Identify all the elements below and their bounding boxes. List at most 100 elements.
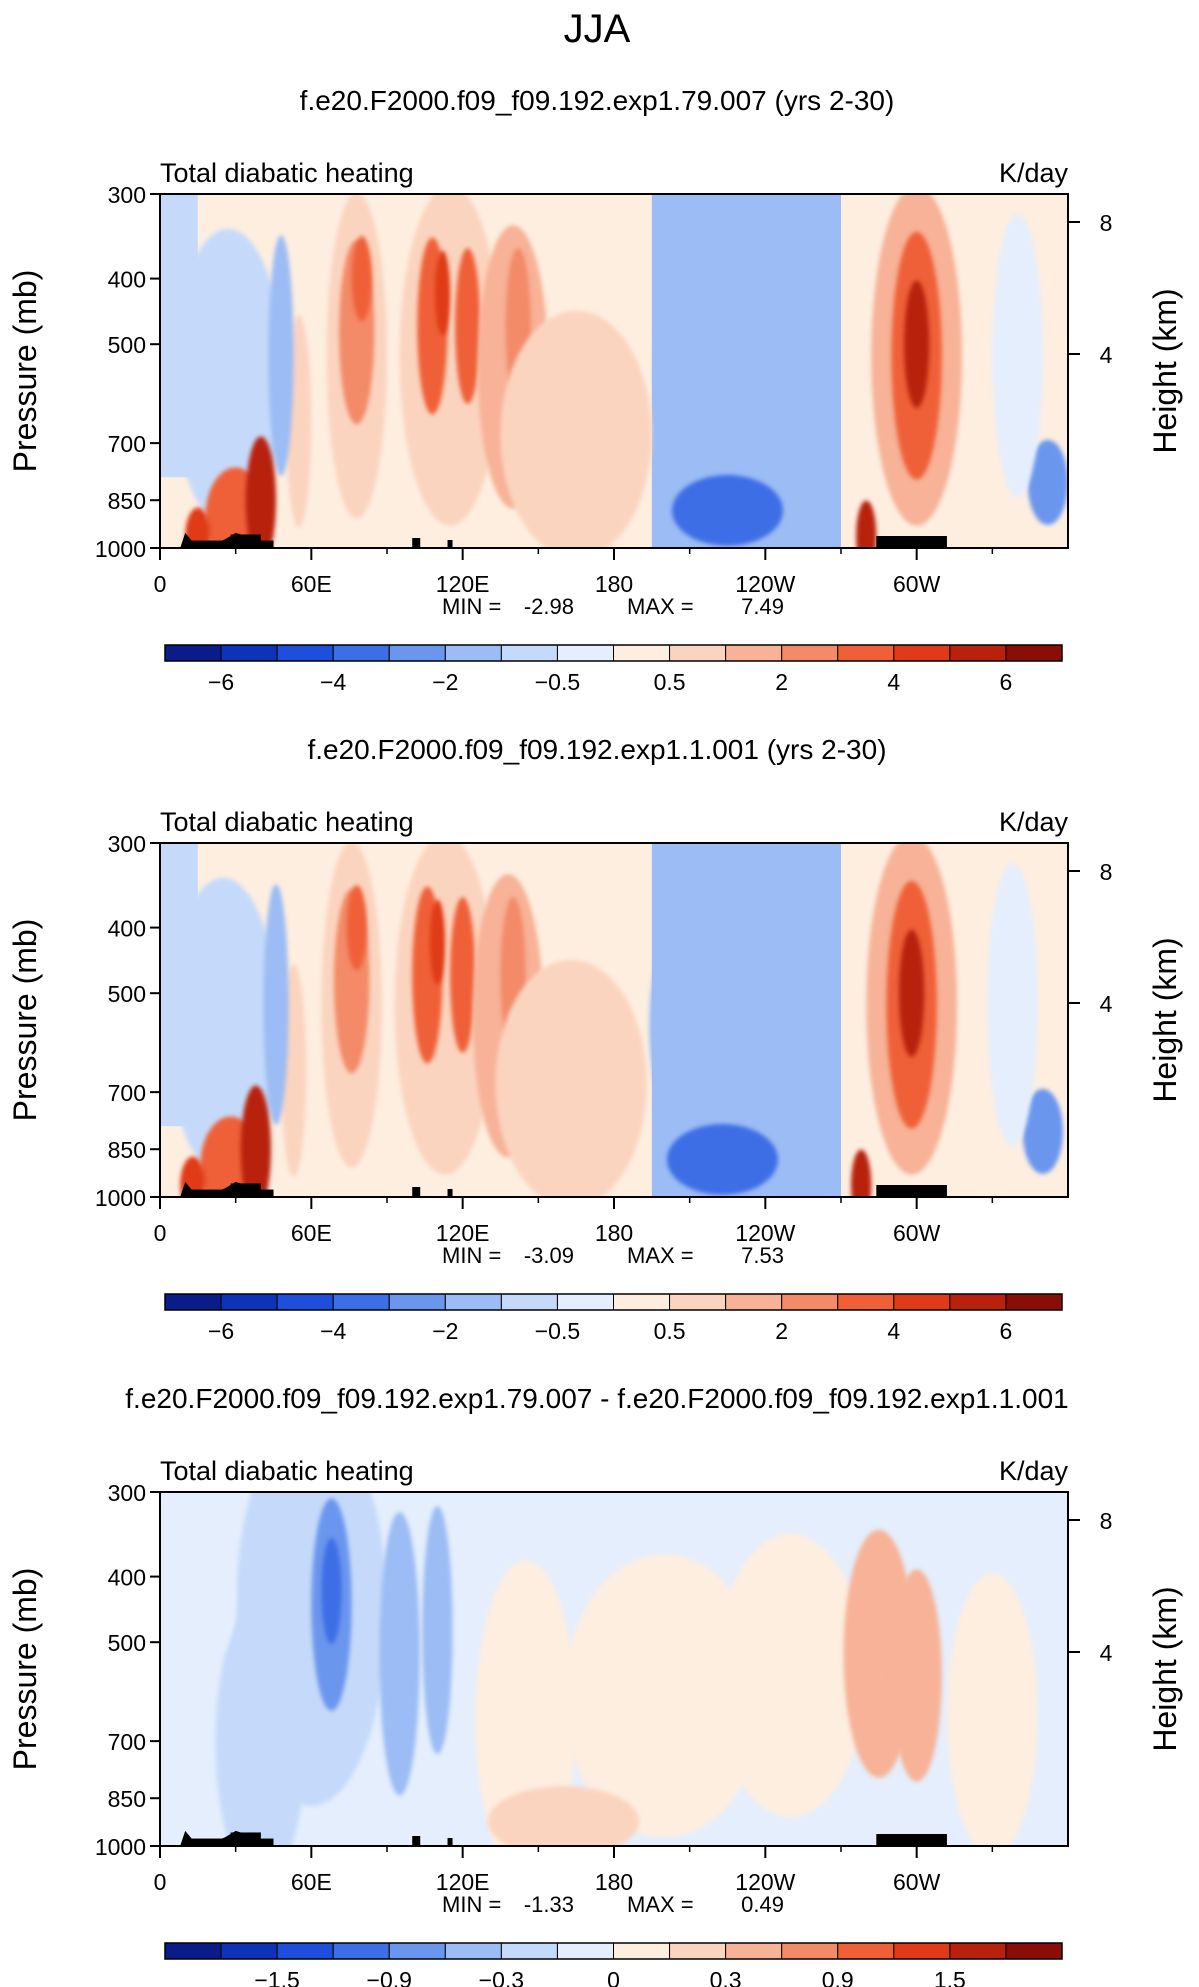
y-tick-label: 300 xyxy=(108,182,146,208)
x-tick-label: 0 xyxy=(154,571,167,597)
colorbar-swatch xyxy=(613,1293,671,1311)
colorbar-swatch xyxy=(669,644,727,662)
field-contour xyxy=(672,475,783,546)
min-label: MIN = xyxy=(442,1243,501,1268)
colorbar-tick-label: −0.5 xyxy=(535,669,580,695)
y-tick-label: 850 xyxy=(108,1786,146,1812)
colorbar-swatch xyxy=(613,1942,671,1960)
colorbar-swatch xyxy=(276,644,334,662)
y-tick-label: 500 xyxy=(108,1630,146,1656)
colorbar-tick-label: 0 xyxy=(607,1967,620,1987)
colorbar-tick-label: 4 xyxy=(887,1318,900,1344)
panel-1: f.e20.F2000.f09_f09.192.exp1.79.007 (yrs… xyxy=(7,85,1183,695)
field-contour xyxy=(185,1520,236,1662)
colorbar-tick-label: −4 xyxy=(320,1318,346,1344)
x-tick-label: 60W xyxy=(893,571,941,597)
field-contour xyxy=(987,863,1038,1147)
colorbar-swatch xyxy=(220,1942,278,1960)
colorbar-swatch xyxy=(1005,1293,1063,1311)
x-tick-label: 60W xyxy=(893,1220,941,1246)
colorbar-swatch xyxy=(500,644,558,662)
x-tick-label: 60E xyxy=(291,1220,332,1246)
field-contour xyxy=(321,1537,342,1645)
colorbar-tick-label: 2 xyxy=(775,669,788,695)
x-tick-label: 60E xyxy=(291,571,332,597)
field-contour xyxy=(215,1599,307,1846)
season-title: JJA xyxy=(564,7,631,51)
colorbar-swatch xyxy=(332,1942,390,1960)
topography xyxy=(230,534,261,548)
field-contour xyxy=(379,1512,420,1796)
max-label: MAX = xyxy=(627,1243,694,1268)
max-value: 7.49 xyxy=(741,594,784,619)
field-contour xyxy=(904,280,930,408)
max-value: 0.49 xyxy=(741,1892,784,1917)
x-tick-label: 0 xyxy=(154,1220,167,1246)
x-tick-label: 120W xyxy=(735,571,795,597)
colorbar-tick-label: 2 xyxy=(775,1318,788,1344)
colorbar-tick-label: 0.5 xyxy=(654,1318,686,1344)
colorbar-tick-label: −1.5 xyxy=(254,1967,299,1987)
right-tick-label: 8 xyxy=(1100,210,1113,236)
colorbar-tick-label: −6 xyxy=(208,1318,234,1344)
colorbar-tick-label: −0.3 xyxy=(479,1967,524,1987)
topography xyxy=(447,540,453,548)
panel-left-label: Total diabatic heating xyxy=(160,158,414,188)
max-label: MAX = xyxy=(627,594,694,619)
field-contour xyxy=(899,929,925,1057)
y-tick-label: 700 xyxy=(108,1080,146,1106)
y-axis-title: Pressure (mb) xyxy=(7,270,43,473)
field-contour xyxy=(180,1156,206,1197)
panel-3: f.e20.F2000.f09_f09.192.exp1.79.007 - f.… xyxy=(7,1383,1183,1987)
colorbar-swatch xyxy=(837,1293,895,1311)
y-tick-label: 850 xyxy=(108,1137,146,1163)
colorbar-tick-label: 6 xyxy=(1000,669,1013,695)
field-contour xyxy=(450,897,476,1053)
y-tick-label: 1000 xyxy=(95,536,146,562)
max-label: MAX = xyxy=(627,1892,694,1917)
field-contour xyxy=(851,1149,872,1197)
y-axis-title: Pressure (mb) xyxy=(7,1568,43,1771)
colorbar-swatch xyxy=(893,1942,951,1960)
topography xyxy=(876,1185,947,1197)
colorbar-swatch xyxy=(781,1942,839,1960)
x-tick-label: 60W xyxy=(893,1869,941,1895)
field-contour xyxy=(992,214,1043,498)
colorbar-tick-label: 6 xyxy=(1000,1318,1013,1344)
colorbar-swatch xyxy=(500,1293,558,1311)
y-tick-label: 400 xyxy=(108,1565,146,1591)
field-contour xyxy=(422,1506,453,1755)
colorbar-swatch xyxy=(388,644,446,662)
field-contour xyxy=(714,1533,867,1818)
panel-left-label: Total diabatic heating xyxy=(160,807,414,837)
colorbar-swatch xyxy=(669,1293,727,1311)
colorbar-tick-label: −0.5 xyxy=(535,1318,580,1344)
colorbar-swatch xyxy=(949,1942,1007,1960)
field-contour xyxy=(495,959,647,1197)
colorbar-swatch xyxy=(1005,1942,1063,1960)
topography xyxy=(412,538,421,548)
colorbar-tick-label: −4 xyxy=(320,669,346,695)
colorbar-swatch xyxy=(500,1942,558,1960)
colorbar-tick-label: 4 xyxy=(887,669,900,695)
colorbar-swatch xyxy=(444,644,502,662)
field-contour xyxy=(240,1085,271,1197)
panel-units: K/day xyxy=(999,807,1069,837)
panel-units: K/day xyxy=(999,1456,1069,1486)
y-tick-label: 850 xyxy=(108,488,146,514)
colorbar-swatch xyxy=(220,644,278,662)
x-tick-label: 120E xyxy=(436,1869,490,1895)
x-tick-label: 180 xyxy=(595,571,633,597)
colorbar-swatch xyxy=(332,1293,390,1311)
colorbar-swatch xyxy=(444,1293,502,1311)
colorbar-frame xyxy=(164,1293,1063,1311)
max-value: 7.53 xyxy=(741,1243,784,1268)
field-contour xyxy=(666,1124,778,1195)
panel-2: f.e20.F2000.f09_f09.192.exp1.1.001 (yrs … xyxy=(7,734,1183,1344)
colorbar-swatch xyxy=(781,644,839,662)
y-tick-label: 400 xyxy=(108,916,146,942)
right-tick-label: 4 xyxy=(1100,342,1113,368)
colorbar-swatch xyxy=(949,1293,1007,1311)
y-tick-label: 300 xyxy=(108,1480,146,1506)
panel-left-label: Total diabatic heating xyxy=(160,1456,414,1486)
